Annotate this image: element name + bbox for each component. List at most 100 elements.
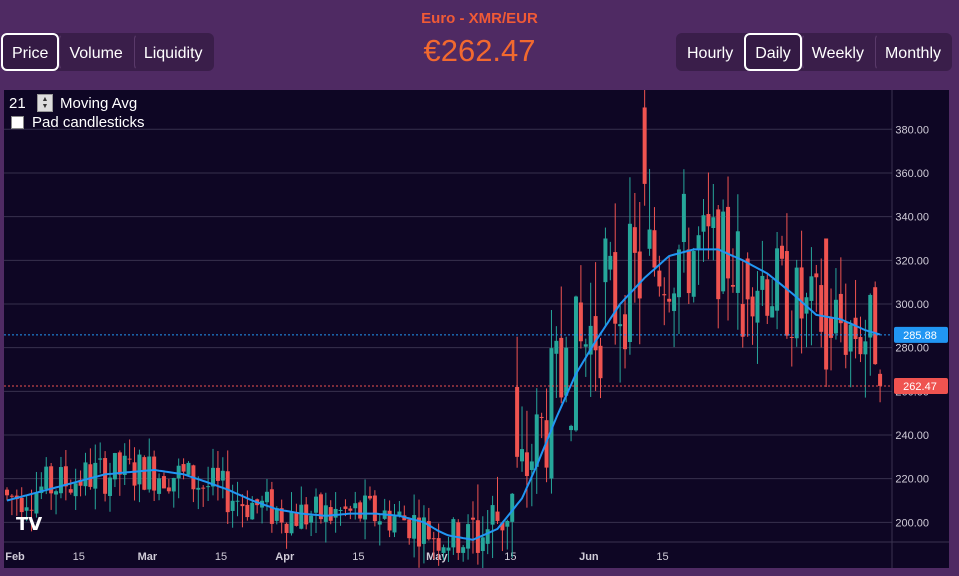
candle-body (417, 517, 422, 547)
tab-daily[interactable]: Daily (744, 33, 802, 71)
price-chart[interactable]: 200.00220.00240.00260.00280.00300.00320.… (4, 90, 949, 568)
tab-liquidity[interactable]: Liquidity (133, 33, 214, 71)
candle-body (510, 493, 515, 522)
candle-body (667, 298, 672, 302)
candle-body (853, 317, 858, 340)
ma-period-input[interactable]: 21 (9, 94, 26, 112)
candle-body (647, 229, 652, 249)
candle-body (412, 515, 417, 539)
candle-body (520, 449, 525, 462)
candle-body (299, 504, 304, 529)
candle-body (716, 209, 721, 300)
candle-body (490, 505, 495, 525)
candle-body (78, 479, 83, 486)
candle-body (701, 215, 706, 232)
tab-price[interactable]: Price (1, 33, 60, 71)
candle-body (598, 345, 603, 379)
candle-body (63, 466, 68, 487)
x-tick-label: 15 (656, 551, 668, 563)
candle-body (142, 457, 147, 490)
page-title: Euro - XMR/EUR (421, 10, 538, 27)
candle-body (627, 223, 632, 343)
x-tick-label: 15 (504, 551, 516, 563)
candle-body (554, 340, 559, 354)
candle-body (377, 521, 382, 525)
candle-body (549, 348, 554, 479)
ma-price-label-bg (894, 326, 948, 343)
moving-average-control: 21 ▲ ▼ Moving Avg (9, 94, 137, 112)
y-tick-label: 360.00 (895, 168, 929, 180)
candle-body (613, 252, 618, 324)
candle-body (843, 322, 848, 355)
candle-body (157, 478, 162, 494)
ma-label: Moving Avg (60, 94, 138, 112)
candle-body (564, 347, 569, 396)
candle-body (230, 500, 235, 511)
candle-body (328, 507, 333, 521)
candle-body (583, 344, 588, 347)
tab-monthly[interactable]: Monthly (874, 33, 952, 71)
candle-body (387, 510, 392, 531)
tab-weekly[interactable]: Weekly (801, 33, 875, 71)
y-tick-label: 300.00 (895, 299, 929, 311)
candle-body (426, 521, 431, 540)
candle-body (5, 489, 9, 496)
candle-body (466, 524, 471, 549)
candle-body (181, 464, 186, 472)
candle-body (245, 504, 250, 518)
candle-body (132, 462, 137, 486)
candle-body (623, 314, 628, 350)
x-tick-label: 15 (73, 551, 85, 563)
ma-period-spinner-icon[interactable]: ▲ ▼ (37, 94, 53, 112)
candle-body (696, 235, 701, 249)
candle-body (34, 492, 39, 514)
x-tick-label: Jun (579, 551, 599, 563)
candle-body (534, 414, 539, 467)
candle-body (878, 373, 883, 386)
candle-body (657, 270, 662, 287)
candle-body (819, 285, 824, 332)
candle-body (29, 509, 34, 511)
y-tick-label: 320.00 (895, 255, 929, 267)
candle-body (691, 250, 696, 297)
candle-body (289, 511, 294, 534)
x-tick-label: Apr (275, 551, 295, 563)
candle-body (529, 461, 534, 470)
pad-candlesticks-control: Pad candlesticks (11, 114, 145, 131)
pad-candlesticks-checkbox[interactable] (11, 116, 24, 129)
candle-body (392, 516, 397, 533)
last-price-label-bg (894, 377, 948, 394)
tab-volume[interactable]: Volume (59, 33, 133, 71)
candle-body (794, 267, 799, 339)
candle-body (505, 520, 510, 527)
candle-body (88, 464, 93, 487)
candle-body (730, 285, 735, 287)
candle-body (868, 294, 873, 338)
candle-body (559, 337, 564, 398)
candle-body (314, 496, 319, 513)
candle-body (809, 276, 814, 301)
x-tick-label: Mar (138, 551, 158, 563)
candle-body (206, 486, 211, 488)
candle-body (632, 227, 637, 253)
candle-body (740, 303, 745, 337)
candle-body (775, 248, 780, 311)
candle-body (608, 255, 613, 270)
candle-body (779, 245, 784, 259)
y-tick-label: 220.00 (895, 474, 929, 486)
candle-body (220, 470, 225, 481)
candle-body (706, 214, 711, 227)
candle-body (858, 337, 863, 355)
candle-body (49, 466, 54, 494)
candle-body (264, 491, 269, 503)
candle-body (829, 317, 834, 338)
candle-body (760, 275, 765, 290)
tab-hourly[interactable]: Hourly (687, 45, 734, 62)
last-price-label: 262.47 (903, 381, 937, 393)
candle-body (215, 467, 220, 481)
ma-price-label: 285.88 (903, 330, 937, 342)
chart-canvas[interactable]: 200.00220.00240.00260.00280.00300.00320.… (4, 90, 949, 568)
candle-body (235, 500, 240, 502)
candle-body (186, 462, 191, 475)
candle-body (103, 458, 108, 494)
